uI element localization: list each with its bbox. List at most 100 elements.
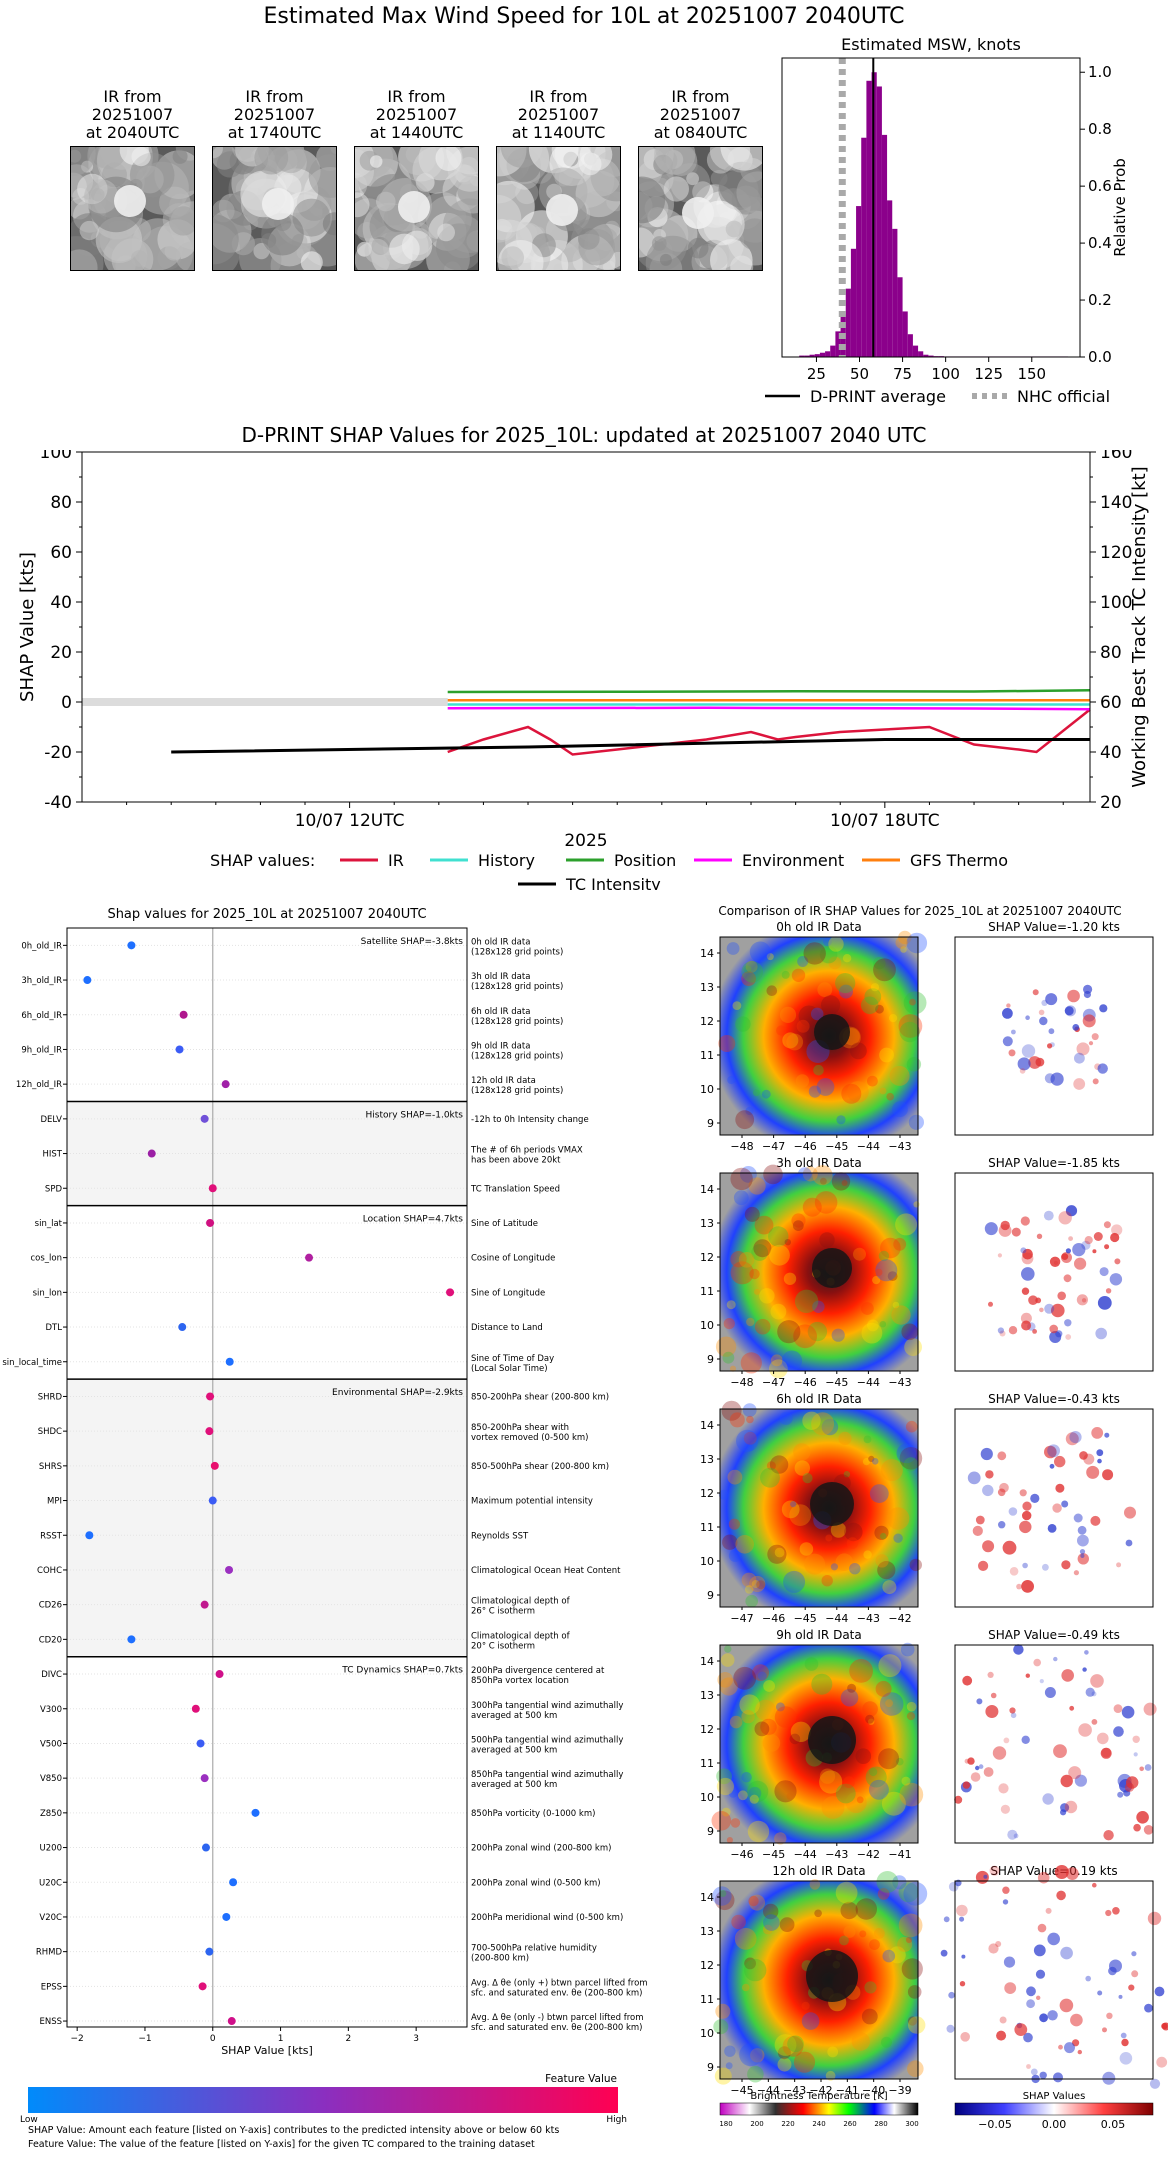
bt-colorbar-title: Brightness Temperature [K] bbox=[750, 2091, 887, 2102]
feature-description: Reynolds SST bbox=[471, 1531, 529, 1541]
timeseries-y2-tick-label: 20 bbox=[1100, 793, 1122, 813]
ir-thumbnail-image bbox=[496, 146, 621, 271]
ir-thumbnail-frame bbox=[638, 146, 763, 271]
feature-name-label: EPSS bbox=[41, 1982, 62, 1992]
shap-texture bbox=[1028, 1295, 1038, 1305]
feature-shap-dot bbox=[198, 1982, 207, 1991]
shap-texture bbox=[1045, 993, 1058, 1006]
ir-texture bbox=[821, 1418, 839, 1436]
ir-cloud-blob bbox=[131, 147, 151, 167]
shap-texture bbox=[1035, 1969, 1046, 1979]
timeseries-y2-tick-label: 120 bbox=[1100, 543, 1132, 563]
ir-cloud-blob bbox=[354, 192, 370, 218]
shap-texture bbox=[978, 1560, 989, 1571]
ir-texture bbox=[835, 1783, 856, 1804]
ir-x-tick-label: −43 bbox=[783, 2084, 806, 2097]
shap-texture bbox=[982, 1484, 994, 1497]
feature-name-label: sin_lat bbox=[35, 1219, 63, 1229]
ir-texture bbox=[774, 1547, 785, 1558]
ir-cloud-blob bbox=[364, 238, 390, 264]
shap-texture bbox=[998, 1521, 1006, 1529]
shap-texture bbox=[1044, 1303, 1055, 1314]
ir-texture bbox=[819, 1232, 835, 1248]
ir-texture bbox=[726, 942, 740, 955]
ir-texture bbox=[763, 1680, 775, 1692]
shap-texture bbox=[967, 1471, 981, 1485]
feature-name-label: sin_local_time bbox=[2, 1358, 62, 1368]
ir-texture bbox=[859, 1930, 867, 1938]
shap-texture bbox=[1057, 1291, 1066, 1301]
ir-x-tick-label: −45 bbox=[794, 1612, 817, 1625]
ir-texture bbox=[841, 1083, 862, 1104]
ir-x-tick-label: −44 bbox=[857, 1376, 880, 1389]
ir-cloud-core bbox=[114, 185, 146, 217]
shap-texture bbox=[1054, 1455, 1066, 1468]
shap-texture bbox=[1086, 1465, 1100, 1479]
ir-texture bbox=[906, 1057, 922, 1072]
shap-texture bbox=[1064, 2042, 1075, 2054]
ir-cloud-blob bbox=[130, 250, 148, 267]
ir-x-tick-label: −48 bbox=[730, 1376, 753, 1389]
ir-texture bbox=[903, 1881, 928, 1906]
ir-texture bbox=[741, 1709, 755, 1724]
shap-texture bbox=[1021, 1580, 1034, 1593]
shap-texture bbox=[961, 1954, 966, 1959]
feature-description: 3h old IR data bbox=[471, 972, 530, 982]
ir-texture bbox=[849, 1563, 861, 1575]
shap-texture bbox=[985, 1705, 999, 1718]
ir-thumbnail-frame bbox=[70, 146, 195, 271]
histogram-x-tick-label: 50 bbox=[850, 365, 869, 383]
ir-x-tick-label: −45 bbox=[762, 1848, 785, 1861]
ir-texture bbox=[740, 1166, 757, 1183]
shap-texture bbox=[1060, 1946, 1073, 1960]
ir-texture bbox=[723, 1318, 735, 1330]
shap-image bbox=[955, 1645, 1153, 1843]
shap-texture bbox=[1076, 1042, 1090, 1056]
shap-texture bbox=[989, 1865, 1000, 1876]
timeseries-legend-label: TC Intensity bbox=[565, 875, 661, 890]
ir-x-tick-label: −47 bbox=[730, 1612, 753, 1625]
timeseries-plot-area bbox=[82, 452, 1090, 802]
feature-colorbar-high: High bbox=[606, 2115, 627, 2125]
ir-texture bbox=[728, 1549, 742, 1562]
ir-texture bbox=[880, 1532, 887, 1540]
ir-texture bbox=[798, 1005, 820, 1027]
ir-texture bbox=[869, 1767, 878, 1777]
ir-texture bbox=[819, 945, 838, 964]
ir-texture bbox=[767, 1544, 787, 1564]
shap-texture bbox=[1000, 1804, 1010, 1814]
feature-description: 20° C isotherm bbox=[471, 1641, 535, 1651]
feature-shap-chart: Satellite SHAP=-3.8kts 0h_old_IR 0h old IR… bbox=[2, 927, 648, 2125]
timeseries-x-tick-label: 10/07 18UTC bbox=[830, 811, 940, 831]
feature-description: (128x128 grid points) bbox=[471, 982, 563, 992]
histogram-title: Estimated MSW, knots bbox=[841, 35, 1021, 54]
feature-x-label: SHAP Value [kts] bbox=[221, 2044, 313, 2057]
ir-texture bbox=[762, 1924, 773, 1935]
timeseries-y-tick-label: 0 bbox=[61, 693, 72, 713]
ir-frame bbox=[719, 1880, 919, 2080]
feature-group-label: Satellite SHAP=-3.8kts bbox=[361, 937, 464, 947]
feature-name-label: V300 bbox=[40, 1705, 62, 1715]
shap-texture bbox=[1026, 1986, 1036, 1997]
footnote-shap: SHAP Value: Amount each feature [listed … bbox=[28, 2125, 560, 2136]
ir-texture bbox=[766, 953, 774, 961]
feature-name-label: U20C bbox=[39, 1878, 62, 1888]
histogram-bar bbox=[887, 200, 893, 357]
ir-texture bbox=[903, 991, 927, 1015]
shap-texture bbox=[1069, 1705, 1075, 1711]
feature-description: 500hPa tangential wind azimuthally bbox=[471, 1735, 623, 1745]
shap-texture bbox=[1004, 1982, 1017, 1994]
shap-texture bbox=[1082, 1014, 1096, 1028]
shap-colorbar-tick-label: 0.00 bbox=[1042, 2118, 1067, 2131]
ir-cloud-blob bbox=[172, 148, 188, 164]
ir-texture bbox=[880, 1459, 903, 1482]
histogram-frame bbox=[781, 57, 1081, 358]
ir-y-tick-label: 14 bbox=[700, 1183, 714, 1196]
shap-texture bbox=[1102, 2027, 1107, 2033]
ir-texture bbox=[878, 1654, 902, 1678]
ir-texture bbox=[797, 1167, 812, 1182]
ir-x-tick-label: −39 bbox=[888, 2084, 911, 2097]
ir-texture bbox=[794, 1460, 810, 1476]
ir-texture bbox=[795, 1074, 810, 1088]
shap-texture bbox=[1065, 1432, 1079, 1446]
